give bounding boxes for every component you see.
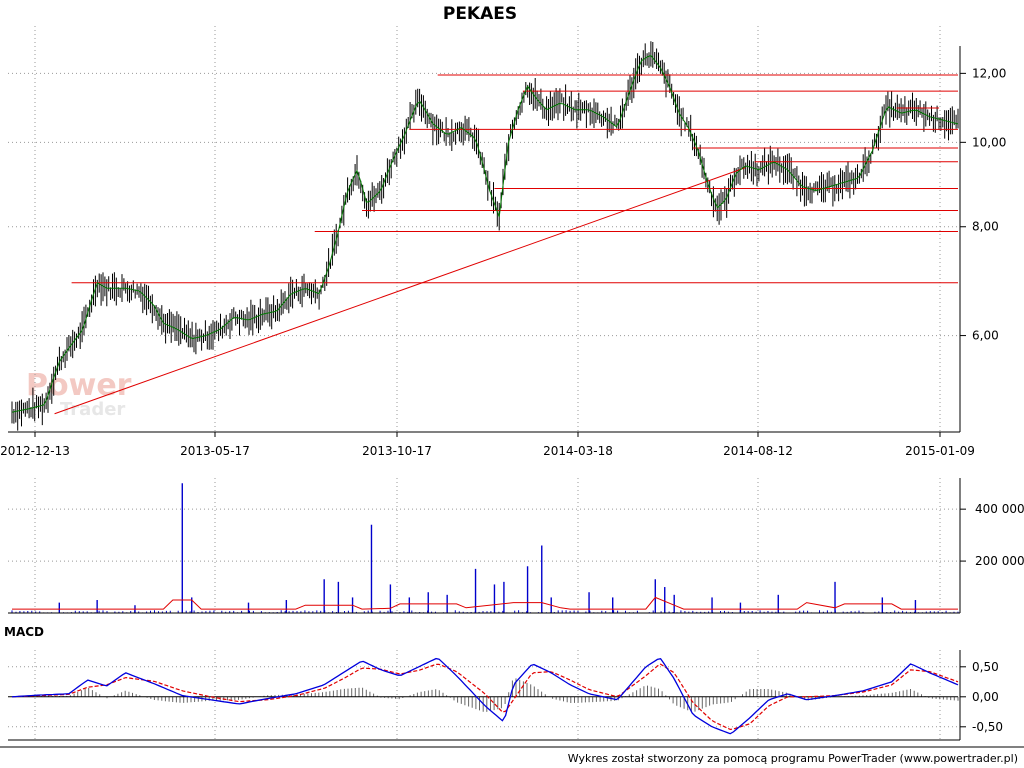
volume-y-ticks: 400 000 200 000 <box>960 502 1024 568</box>
trendline <box>54 167 746 415</box>
volume-ytick-label-1: 200 000 <box>975 554 1024 568</box>
watermark: Power Trader <box>26 368 132 420</box>
macd-panel: MACD 0,50 0,00 -0,50 <box>4 625 1003 741</box>
volume-panel: 400 000 200 000 <box>8 478 1024 614</box>
price-ytick-label-3: 6,00 <box>972 329 999 343</box>
date-tick-label-1: 2013-05-17 <box>180 444 250 458</box>
date-tick-label-3: 2014-03-18 <box>543 444 613 458</box>
macd-ytick-label-2: -0,50 <box>972 720 1003 734</box>
date-tick-label-4: 2014-08-12 <box>723 444 793 458</box>
volume-ytick-label-0: 400 000 <box>975 502 1024 516</box>
volume-grid <box>8 478 958 613</box>
chart-title: PEKAES <box>443 4 517 24</box>
watermark-power: Power <box>26 368 132 403</box>
watermark-trader: Trader <box>60 399 125 420</box>
macd-y-ticks: 0,50 0,00 -0,50 <box>960 660 1003 734</box>
price-ytick-label-0: 12,00 <box>972 66 1006 80</box>
macd-label: MACD <box>4 625 44 639</box>
price-moving-average <box>11 55 959 413</box>
support-resistance-lines <box>71 74 958 284</box>
credit-text: Wykres został stworzony za pomocą progra… <box>568 752 1018 765</box>
price-ytick-label-1: 10,00 <box>972 135 1006 149</box>
price-ytick-label-2: 8,00 <box>972 220 999 234</box>
macd-signal-line <box>11 663 959 731</box>
date-tick-label-5: 2015-01-09 <box>905 444 975 458</box>
macd-line <box>11 657 959 735</box>
date-x-ticks: 2012-12-13 2013-05-17 2013-10-17 2014-03-18… <box>0 432 975 458</box>
price-y-ticks: 12,00 10,00 8,00 6,00 <box>960 66 1006 343</box>
macd-ytick-label-1: 0,00 <box>972 690 999 704</box>
date-tick-label-2: 2013-10-17 <box>362 444 432 458</box>
volume-average <box>12 596 958 610</box>
date-tick-label-0: 2012-12-13 <box>0 444 70 458</box>
macd-ytick-label-0: 0,50 <box>972 660 999 674</box>
